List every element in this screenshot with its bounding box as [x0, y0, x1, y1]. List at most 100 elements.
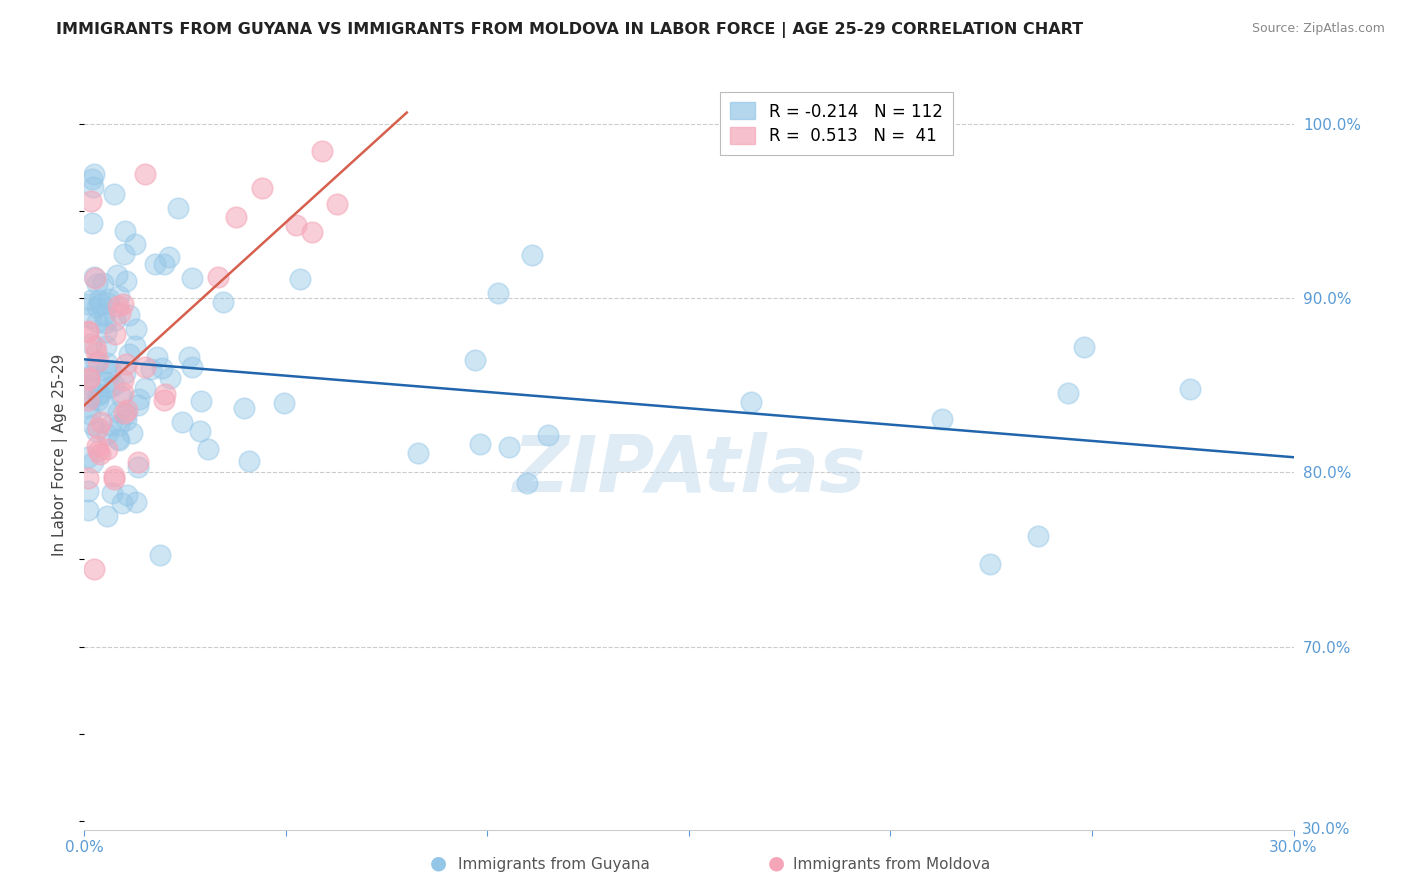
- Point: [80, 194, 103, 208]
- Point: [326, 196, 349, 211]
- Point: [83, 167, 105, 181]
- Point: [486, 285, 509, 300]
- Point: [128, 392, 150, 407]
- Point: [80, 171, 103, 186]
- Text: Immigrants from Guyana: Immigrants from Guyana: [419, 857, 650, 872]
- Text: ●: ●: [768, 854, 785, 872]
- Point: [93, 399, 115, 413]
- Point: [110, 389, 132, 403]
- Point: [197, 442, 219, 456]
- Point: [273, 395, 295, 409]
- Point: [82, 216, 104, 230]
- Point: [114, 366, 136, 380]
- Point: [107, 289, 129, 303]
- Point: [94, 339, 117, 353]
- Point: [232, 401, 254, 415]
- Point: [86, 443, 108, 458]
- Point: [103, 378, 125, 392]
- Text: IMMIGRANTS FROM GUYANA VS IMMIGRANTS FROM MOLDOVA IN LABOR FORCE | AGE 25-29 COR: IMMIGRANTS FROM GUYANA VS IMMIGRANTS FRO…: [56, 22, 1084, 38]
- Point: [96, 427, 118, 442]
- Point: [103, 473, 125, 487]
- Point: [107, 418, 129, 433]
- Point: [111, 496, 134, 510]
- Point: [107, 299, 129, 313]
- Point: [97, 296, 120, 310]
- Point: [516, 476, 538, 491]
- Legend: R = -0.214   N = 112, R =  0.513   N =  41: R = -0.214 N = 112, R = 0.513 N = 41: [720, 93, 953, 155]
- Point: [167, 201, 190, 215]
- Point: [464, 353, 486, 368]
- Point: [134, 381, 156, 395]
- Point: [96, 442, 118, 456]
- Text: 30.0%: 30.0%: [1302, 822, 1350, 837]
- Text: Source: ZipAtlas.com: Source: ZipAtlas.com: [1251, 22, 1385, 36]
- Point: [112, 297, 135, 311]
- Point: [101, 485, 124, 500]
- Point: [80, 293, 103, 307]
- Point: [80, 337, 103, 351]
- Point: [207, 270, 229, 285]
- Point: [155, 387, 177, 401]
- Point: [172, 415, 194, 429]
- Point: [118, 346, 141, 360]
- Point: [105, 268, 128, 282]
- Point: [114, 274, 136, 288]
- Point: [79, 372, 101, 386]
- Point: [86, 277, 108, 292]
- Point: [290, 272, 312, 286]
- Point: [77, 296, 100, 310]
- Point: [406, 445, 429, 459]
- Point: [96, 508, 118, 523]
- Point: [79, 408, 101, 422]
- Point: [114, 413, 136, 427]
- Point: [112, 247, 135, 261]
- Point: [146, 351, 169, 365]
- Point: [82, 454, 104, 468]
- Point: [111, 373, 134, 387]
- Point: [104, 312, 127, 326]
- Point: [125, 321, 148, 335]
- Point: [468, 437, 491, 451]
- Point: [93, 308, 115, 322]
- Point: [84, 356, 107, 370]
- Point: [125, 495, 148, 509]
- Point: [979, 558, 1001, 572]
- Point: [285, 219, 308, 233]
- Point: [115, 403, 138, 417]
- Point: [134, 360, 156, 375]
- Point: [86, 301, 108, 315]
- Point: [89, 386, 111, 401]
- Point: [188, 424, 211, 438]
- Point: [83, 270, 105, 285]
- Point: [107, 405, 129, 419]
- Point: [181, 271, 204, 285]
- Point: [97, 380, 120, 394]
- Point: [157, 250, 180, 264]
- Point: [87, 354, 110, 368]
- Point: [537, 428, 560, 442]
- Point: [143, 257, 166, 271]
- Point: [127, 459, 149, 474]
- Point: [1026, 529, 1049, 543]
- Point: [96, 375, 118, 389]
- Point: [153, 257, 176, 271]
- Point: [77, 393, 100, 408]
- Point: [79, 370, 101, 384]
- Point: [118, 308, 141, 322]
- Point: [1178, 382, 1201, 396]
- Point: [115, 357, 138, 371]
- Text: ●: ●: [430, 854, 447, 872]
- Point: [127, 455, 149, 469]
- Point: [139, 361, 162, 376]
- Point: [114, 224, 136, 238]
- Point: [301, 225, 323, 239]
- Point: [86, 315, 108, 329]
- Point: [520, 248, 543, 262]
- Point: [103, 187, 125, 202]
- Point: [100, 364, 122, 378]
- Point: [77, 325, 100, 339]
- Point: [498, 441, 520, 455]
- Point: [77, 471, 100, 485]
- Point: [127, 398, 149, 412]
- Point: [311, 144, 333, 158]
